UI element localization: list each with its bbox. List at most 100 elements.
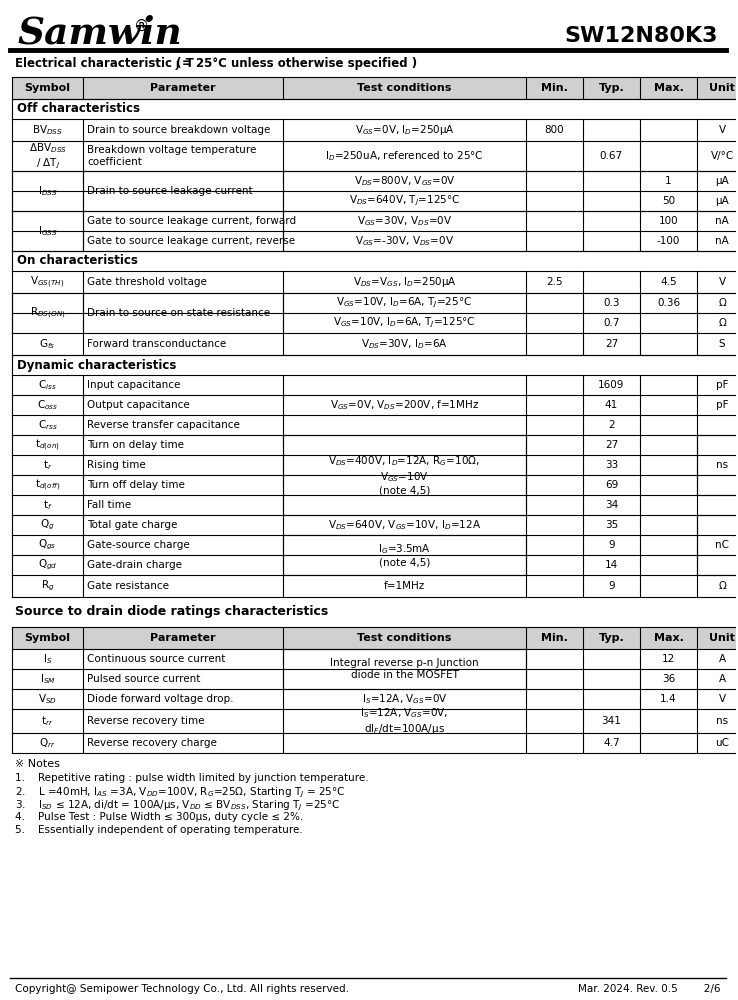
Text: Drain to source on state resistance: Drain to source on state resistance [87, 308, 270, 318]
Text: 0.67: 0.67 [600, 151, 623, 161]
Text: V$_{SD}$: V$_{SD}$ [38, 692, 57, 706]
Text: Unit: Unit [709, 633, 735, 643]
Text: Dynamic characteristics: Dynamic characteristics [17, 359, 176, 371]
Text: 14: 14 [605, 560, 618, 570]
Text: 9: 9 [608, 540, 615, 550]
Text: V$_{GS}$=-30V, V$_{DS}$=0V: V$_{GS}$=-30V, V$_{DS}$=0V [355, 234, 454, 248]
Text: 800: 800 [545, 125, 564, 135]
Text: Gate-source charge: Gate-source charge [87, 540, 190, 550]
Text: Min.: Min. [541, 83, 568, 93]
Text: V$_{GS}$=0V, V$_{DS}$=200V, f=1MHz: V$_{GS}$=0V, V$_{DS}$=200V, f=1MHz [330, 398, 479, 412]
Text: Mar. 2024. Rev. 0.5        2/6: Mar. 2024. Rev. 0.5 2/6 [578, 984, 720, 994]
Text: V$_{DS}$=400V, I$_{D}$=12A, R$_{G}$=10Ω,
V$_{GS}$=10V
(note 4,5): V$_{DS}$=400V, I$_{D}$=12A, R$_{G}$=10Ω,… [328, 454, 480, 496]
Text: Gate threshold voltage: Gate threshold voltage [87, 277, 207, 287]
Bar [697, 554, 738, 556]
Text: ※ Notes: ※ Notes [15, 759, 60, 769]
Text: 3.    I$_{SD}$ ≤ 12A, di/dt = 100A/μs, V$_{DD}$ ≤ BV$_{DSS}$, Staring T$_{J}$ =2: 3. I$_{SD}$ ≤ 12A, di/dt = 100A/μs, V$_{… [15, 799, 340, 813]
Text: Reverse recovery charge: Reverse recovery charge [87, 738, 217, 748]
Text: 33: 33 [605, 460, 618, 470]
Text: 34: 34 [605, 500, 618, 510]
Text: V$_{GS}$=10V, I$_{D}$=6A, T$_{J}$=25°C: V$_{GS}$=10V, I$_{D}$=6A, T$_{J}$=25°C [337, 296, 472, 310]
Bar [12, 77, 738, 99]
Text: V: V [719, 277, 725, 287]
Bar [12, 190, 283, 192]
Text: Samwin: Samwin [18, 14, 183, 51]
Text: 1609: 1609 [599, 380, 624, 390]
Bar [697, 475, 738, 476]
Bar [12, 627, 738, 649]
Text: V$_{GS}$=10V, I$_{D}$=6A, T$_{J}$=125°C: V$_{GS}$=10V, I$_{D}$=6A, T$_{J}$=125°C [333, 316, 476, 330]
Text: Fall time: Fall time [87, 500, 131, 510]
Text: SW12N80K3: SW12N80K3 [564, 26, 717, 46]
Text: 0.7: 0.7 [603, 318, 620, 328]
Text: uC: uC [715, 738, 729, 748]
Text: Parameter: Parameter [151, 633, 216, 643]
Text: 1.4: 1.4 [661, 694, 677, 704]
Text: Forward transconductance: Forward transconductance [87, 339, 227, 349]
Text: I$_{D}$=250uA, referenced to 25°C: I$_{D}$=250uA, referenced to 25°C [325, 149, 483, 163]
Text: Rising time: Rising time [87, 460, 146, 470]
Text: V$_{GS}$=0V, I$_{D}$=250μA: V$_{GS}$=0V, I$_{D}$=250μA [354, 123, 455, 137]
Text: V$_{DS}$=640V, T$_{J}$=125°C: V$_{DS}$=640V, T$_{J}$=125°C [349, 194, 460, 208]
Text: I$_{S}$=12A, V$_{GS}$=0V,
dI$_{F}$/dt=100A/μs: I$_{S}$=12A, V$_{GS}$=0V, dI$_{F}$/dt=10… [360, 706, 449, 736]
Text: Test conditions: Test conditions [357, 83, 452, 93]
Text: V$_{DS}$=640V, V$_{GS}$=10V, I$_{D}$=12A: V$_{DS}$=640V, V$_{GS}$=10V, I$_{D}$=12A [328, 518, 481, 532]
Text: Q$_{gd}$: Q$_{gd}$ [38, 558, 58, 572]
Text: Symbol: Symbol [24, 633, 71, 643]
Text: ®: ® [134, 18, 149, 33]
Text: Drain to source breakdown voltage: Drain to source breakdown voltage [87, 125, 271, 135]
Text: 100: 100 [659, 216, 678, 226]
Bar [12, 312, 283, 314]
Text: Test conditions: Test conditions [357, 633, 452, 643]
Text: 35: 35 [605, 520, 618, 530]
Text: V$_{DS}$=30V, I$_{D}$=6A: V$_{DS}$=30V, I$_{D}$=6A [361, 337, 448, 351]
Text: Ω: Ω [718, 581, 726, 591]
Text: V$_{DS}$=800V, V$_{GS}$=0V: V$_{DS}$=800V, V$_{GS}$=0V [354, 174, 455, 188]
Text: Ω: Ω [718, 298, 726, 308]
Text: Q$_{rr}$: Q$_{rr}$ [39, 736, 56, 750]
Text: Max.: Max. [654, 633, 683, 643]
Text: nA: nA [715, 216, 729, 226]
Text: 4.7: 4.7 [603, 738, 620, 748]
Text: 4.    Pulse Test : Pulse Width ≤ 300μs, duty cycle ≤ 2%.: 4. Pulse Test : Pulse Width ≤ 300μs, dut… [15, 812, 303, 822]
Text: Diode forward voltage drop.: Diode forward voltage drop. [87, 694, 234, 704]
Text: Off characteristics: Off characteristics [17, 103, 140, 115]
Text: Source to drain diode ratings characteristics: Source to drain diode ratings characteri… [15, 605, 328, 618]
Text: 341: 341 [601, 716, 621, 726]
Text: t$_{rr}$: t$_{rr}$ [41, 714, 54, 728]
Text: Gate resistance: Gate resistance [87, 581, 169, 591]
Text: 2.    L =40mH, I$_{AS}$ =3A, V$_{DD}$=100V, R$_{G}$=25Ω, Starting T$_{J}$ = 25°C: 2. L =40mH, I$_{AS}$ =3A, V$_{DD}$=100V,… [15, 786, 345, 800]
Text: On characteristics: On characteristics [17, 254, 138, 267]
Text: 36: 36 [662, 674, 675, 684]
Text: nA: nA [715, 236, 729, 246]
Text: μA: μA [715, 176, 729, 186]
Bar [697, 534, 738, 536]
Text: 9: 9 [608, 581, 615, 591]
Bar [283, 494, 525, 495]
Text: 1: 1 [665, 176, 672, 186]
Text: 50: 50 [662, 196, 675, 206]
Text: Turn on delay time: Turn on delay time [87, 440, 184, 450]
Text: μA: μA [715, 196, 729, 206]
Text: t$_{d(on)}$: t$_{d(on)}$ [35, 437, 60, 453]
Text: 4.5: 4.5 [661, 277, 677, 287]
Text: Integral reverse p-n Junction
diode in the MOSFET: Integral reverse p-n Junction diode in t… [330, 658, 479, 680]
Text: Q$_{g}$: Q$_{g}$ [41, 518, 55, 532]
Text: Input capacitance: Input capacitance [87, 380, 181, 390]
Text: Q$_{gs}$: Q$_{gs}$ [38, 538, 57, 552]
Text: I$_{GSS}$: I$_{GSS}$ [38, 224, 58, 238]
Text: Ω: Ω [718, 318, 726, 328]
Text: Unit: Unit [709, 83, 735, 93]
Text: V: V [719, 125, 725, 135]
Text: Pulsed source current: Pulsed source current [87, 674, 201, 684]
Bar [12, 231, 283, 232]
Text: Breakdown voltage temperature
coefficient: Breakdown voltage temperature coefficien… [87, 145, 257, 167]
Text: Total gate charge: Total gate charge [87, 520, 178, 530]
Text: -100: -100 [657, 236, 680, 246]
Text: 1.    Repetitive rating : pulse width limited by junction temperature.: 1. Repetitive rating : pulse width limit… [15, 773, 368, 783]
Text: I$_{S}$=12A, V$_{GS}$=0V: I$_{S}$=12A, V$_{GS}$=0V [362, 692, 447, 706]
Text: nC: nC [715, 540, 729, 550]
Text: Typ.: Typ. [599, 633, 624, 643]
Text: Parameter: Parameter [151, 83, 216, 93]
Text: Copyright@ Semipower Technology Co., Ltd. All rights reserved.: Copyright@ Semipower Technology Co., Ltd… [15, 984, 349, 994]
